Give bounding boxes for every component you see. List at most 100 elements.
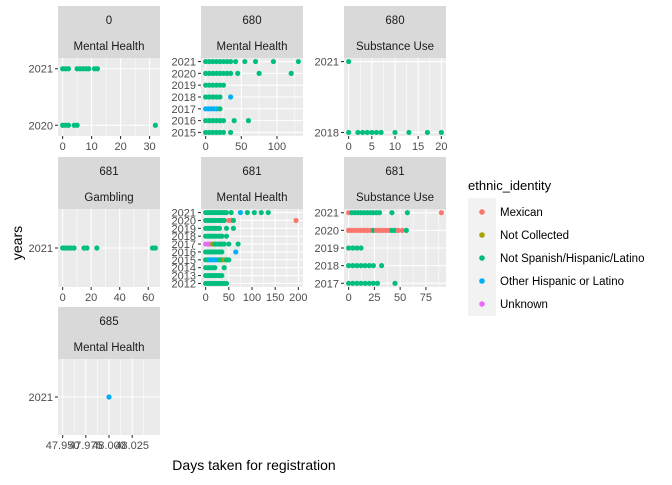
y-tick-label: 2018 — [315, 127, 339, 139]
data-point — [251, 209, 257, 216]
data-point — [206, 118, 212, 124]
data-point — [217, 129, 223, 136]
x-tick-label: 40 — [114, 292, 126, 304]
y-tick-label: 2019 — [172, 223, 196, 235]
x-tick-label: 50 — [235, 141, 247, 153]
x-tick-label: 47.950 — [46, 440, 80, 452]
data-point — [366, 263, 372, 269]
x-tick-label: 0 — [60, 141, 66, 153]
data-point — [235, 70, 241, 76]
facet-strip-label-1: 0 — [106, 15, 112, 27]
data-point — [346, 263, 352, 269]
data-point — [65, 122, 72, 128]
data-point — [221, 217, 227, 224]
data-point — [232, 58, 239, 65]
data-point — [217, 106, 223, 112]
data-point — [362, 280, 368, 286]
x-tick-label: 15 — [412, 141, 424, 153]
data-points — [346, 210, 444, 286]
data-point — [74, 122, 80, 128]
data-point — [210, 58, 216, 65]
data-point — [152, 122, 158, 128]
x-tick-label: 60 — [142, 292, 154, 304]
data-point — [389, 210, 395, 216]
data-point — [364, 129, 370, 136]
data-point — [228, 129, 234, 136]
facet-685-mental-health: 685 Mental Health 47.95047.97548.00048.025… — [29, 307, 160, 452]
data-point — [438, 129, 444, 136]
data-point — [270, 58, 276, 65]
y-tick-label: 2019 — [315, 243, 339, 255]
data-points — [106, 394, 112, 400]
legend-item: Not Spanish/Hispanic/Latino — [479, 253, 644, 265]
data-point — [210, 82, 216, 88]
legend-label: Unknown — [500, 299, 548, 311]
data-point — [406, 129, 412, 136]
y-tick-label: 2013 — [172, 271, 196, 283]
data-point — [346, 280, 352, 286]
facet-strip-label-1: 681 — [99, 166, 118, 178]
data-point — [217, 94, 223, 100]
data-point — [230, 225, 237, 231]
data-points — [203, 58, 301, 136]
data-point — [233, 249, 239, 255]
data-point — [221, 265, 227, 271]
legend-key-dot — [479, 255, 485, 261]
y-tick-label: 2019 — [172, 80, 196, 92]
x-tick-label: 200 — [289, 292, 307, 304]
data-point — [350, 263, 356, 269]
facet-strip-bottom — [344, 183, 446, 209]
facet-strip-label-2: Mental Health — [74, 342, 145, 354]
y-tick-label: 2017 — [315, 278, 339, 290]
data-point — [370, 263, 376, 269]
facet-strip-top — [201, 157, 303, 183]
data-point — [226, 257, 232, 263]
data-point — [94, 245, 100, 251]
legend-item: Not Collected — [479, 230, 569, 242]
facet-strip-label-1: 680 — [385, 15, 404, 27]
data-point — [224, 70, 230, 76]
data-point — [223, 280, 230, 287]
y-tick-label: 2020 — [172, 215, 196, 227]
legend: ethnic_identity Mexican Not Collected Not … — [468, 178, 644, 316]
data-point — [395, 227, 401, 233]
facet-680-substance-use: 680 Substance Use 0 5 10 15 20 2018 2021 — [315, 6, 447, 153]
facet-strip-label-2: Substance Use — [356, 41, 434, 53]
y-tick-label: 2017 — [172, 104, 196, 116]
data-point — [71, 245, 77, 251]
y-tick-label: 2014 — [172, 263, 196, 275]
legend-item: Mexican — [479, 207, 543, 219]
data-point — [203, 118, 209, 124]
legend-item: Unknown — [479, 299, 548, 311]
data-point — [350, 245, 356, 251]
y-tick-label: 2020 — [29, 120, 53, 132]
facet-strip-label-1: 681 — [385, 166, 404, 178]
data-point — [242, 58, 248, 65]
facet-strip-label-2: Gambling — [84, 192, 133, 204]
x-tick-label: 150 — [266, 292, 284, 304]
legend-keys: Mexican Not Collected Not Spanish/Hispanic… — [468, 198, 644, 316]
y-tick-label: 2020 — [172, 68, 196, 80]
data-point — [288, 70, 294, 76]
data-point — [231, 118, 237, 124]
data-point — [219, 249, 225, 255]
data-point — [220, 82, 227, 88]
data-point — [354, 263, 360, 269]
x-tick-label: 0 — [346, 141, 352, 153]
data-points — [60, 66, 158, 128]
x-tick-label: 50 — [394, 292, 406, 304]
data-point — [220, 58, 227, 65]
x-tick-label: 0 — [203, 292, 209, 304]
x-tick-label: 100 — [243, 292, 261, 304]
data-point — [223, 209, 230, 216]
x-tick-label: 50 — [223, 292, 235, 304]
data-points — [60, 245, 158, 251]
data-points — [346, 58, 444, 136]
data-point — [217, 82, 223, 88]
data-point — [354, 280, 360, 286]
y-tick-label: 2021 — [172, 208, 196, 220]
data-point — [346, 245, 352, 251]
data-point — [206, 94, 212, 100]
facet-strip-top — [201, 6, 303, 32]
